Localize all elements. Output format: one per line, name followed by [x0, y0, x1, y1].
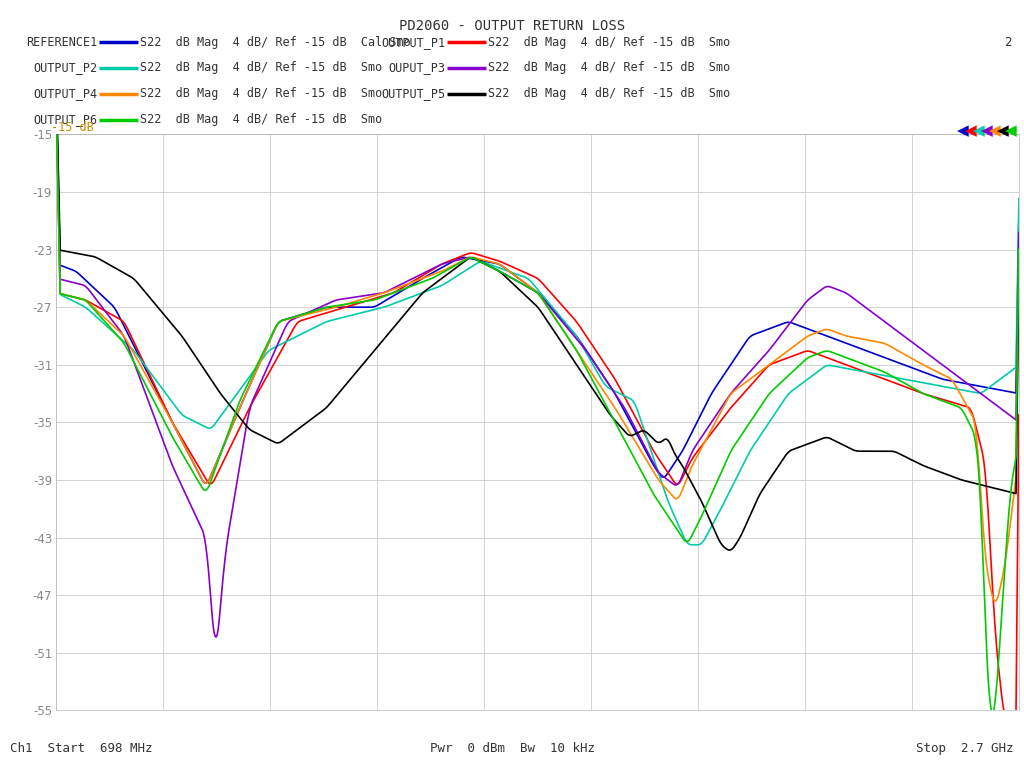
Text: S22  dB Mag  4 dB/ Ref -15 dB  Cal Smo: S22 dB Mag 4 dB/ Ref -15 dB Cal Smo [140, 36, 411, 48]
Text: Pwr  0 dBm  Bw  10 kHz: Pwr 0 dBm Bw 10 kHz [429, 743, 595, 755]
Text: S22  dB Mag  4 dB/ Ref -15 dB  Smo: S22 dB Mag 4 dB/ Ref -15 dB Smo [488, 61, 731, 74]
Text: OUTPUT_P4: OUTPUT_P4 [33, 88, 97, 100]
Text: -15 dB: -15 dB [51, 121, 94, 134]
Text: ◀: ◀ [981, 123, 993, 138]
Text: REFERENCE1: REFERENCE1 [26, 36, 97, 48]
Text: OUTPUT_P6: OUTPUT_P6 [33, 114, 97, 126]
Text: ◀: ◀ [957, 123, 969, 138]
Text: ◀: ◀ [966, 123, 977, 138]
Text: S22  dB Mag  4 dB/ Ref -15 dB  Smo: S22 dB Mag 4 dB/ Ref -15 dB Smo [140, 114, 383, 126]
Text: ◀: ◀ [997, 123, 1009, 138]
Text: S22  dB Mag  4 dB/ Ref -15 dB  Smo: S22 dB Mag 4 dB/ Ref -15 dB Smo [140, 88, 383, 100]
Text: S22  dB Mag  4 dB/ Ref -15 dB  Smo: S22 dB Mag 4 dB/ Ref -15 dB Smo [140, 61, 383, 74]
Text: OUTPUT_P5: OUTPUT_P5 [381, 88, 445, 100]
Text: OUTPUT_P2: OUTPUT_P2 [33, 61, 97, 74]
Text: ◀: ◀ [989, 123, 1001, 138]
Text: ◀: ◀ [974, 123, 985, 138]
Text: Ch1  Start  698 MHz: Ch1 Start 698 MHz [10, 743, 153, 755]
Text: S22  dB Mag  4 dB/ Ref -15 dB  Smo: S22 dB Mag 4 dB/ Ref -15 dB Smo [488, 36, 731, 48]
Text: ◀: ◀ [1006, 123, 1017, 138]
Text: OUTPUT_P1: OUTPUT_P1 [381, 36, 445, 48]
Text: OUPUT_P3: OUPUT_P3 [388, 61, 445, 74]
Text: Stop  2.7 GHz: Stop 2.7 GHz [916, 743, 1014, 755]
Text: 2: 2 [1005, 36, 1012, 48]
Text: S22  dB Mag  4 dB/ Ref -15 dB  Smo: S22 dB Mag 4 dB/ Ref -15 dB Smo [488, 88, 731, 100]
Text: PD2060 - OUTPUT RETURN LOSS: PD2060 - OUTPUT RETURN LOSS [399, 19, 625, 33]
